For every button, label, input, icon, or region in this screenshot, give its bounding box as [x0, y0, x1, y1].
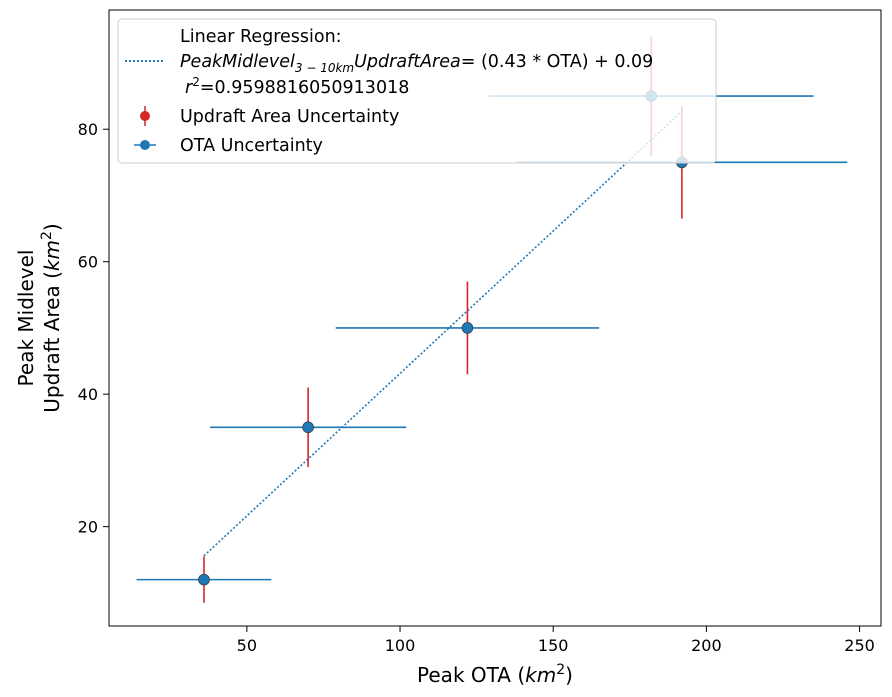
regression-line [203, 110, 683, 557]
ota-point [198, 573, 210, 586]
y-tick-label: 80 [78, 120, 98, 139]
legend-regression-r2: r2=0.9598816050913018 [185, 75, 409, 98]
legend: Linear Regression: PeakMidlevel3 − 10kmU… [117, 18, 717, 164]
ota-point [302, 421, 314, 434]
x-tick-label: 50 [237, 636, 257, 655]
x-tick-label: 100 [385, 636, 416, 655]
plot-frame [108, 9, 882, 627]
y-tick-label: 40 [78, 385, 98, 404]
x-tick-label: 250 [844, 636, 875, 655]
x-axis-ticks: 50 100 150 200 250 [237, 626, 875, 655]
x-axis-label: Peak OTA (km2) [417, 662, 573, 687]
legend-ota-swatch-marker [140, 140, 150, 150]
y-axis-label-line1: Peak Midlevel [14, 250, 38, 387]
y-tick-label: 60 [78, 253, 98, 272]
x-tick-label: 200 [691, 636, 722, 655]
ota-point [461, 322, 474, 334]
y-tick-label: 20 [78, 518, 98, 537]
legend-ota-label: OTA Uncertainty [180, 136, 323, 156]
legend-regression-title: Linear Regression: [180, 27, 342, 47]
legend-regression-equation: PeakMidlevel3 − 10kmUpdraftArea= (0.43 *… [180, 52, 653, 75]
legend-box [117, 18, 717, 164]
y-axis-label-line2: Updraft Area (km2) [39, 223, 64, 412]
x-tick-label: 150 [538, 636, 569, 655]
y-axis-label: Peak Midlevel Updraft Area (km2) [14, 223, 64, 412]
y-axis-ticks: 20 40 60 80 [78, 120, 109, 537]
legend-updraft-label: Updraft Area Uncertainty [180, 107, 399, 127]
legend-updraft-swatch-marker [140, 111, 150, 121]
